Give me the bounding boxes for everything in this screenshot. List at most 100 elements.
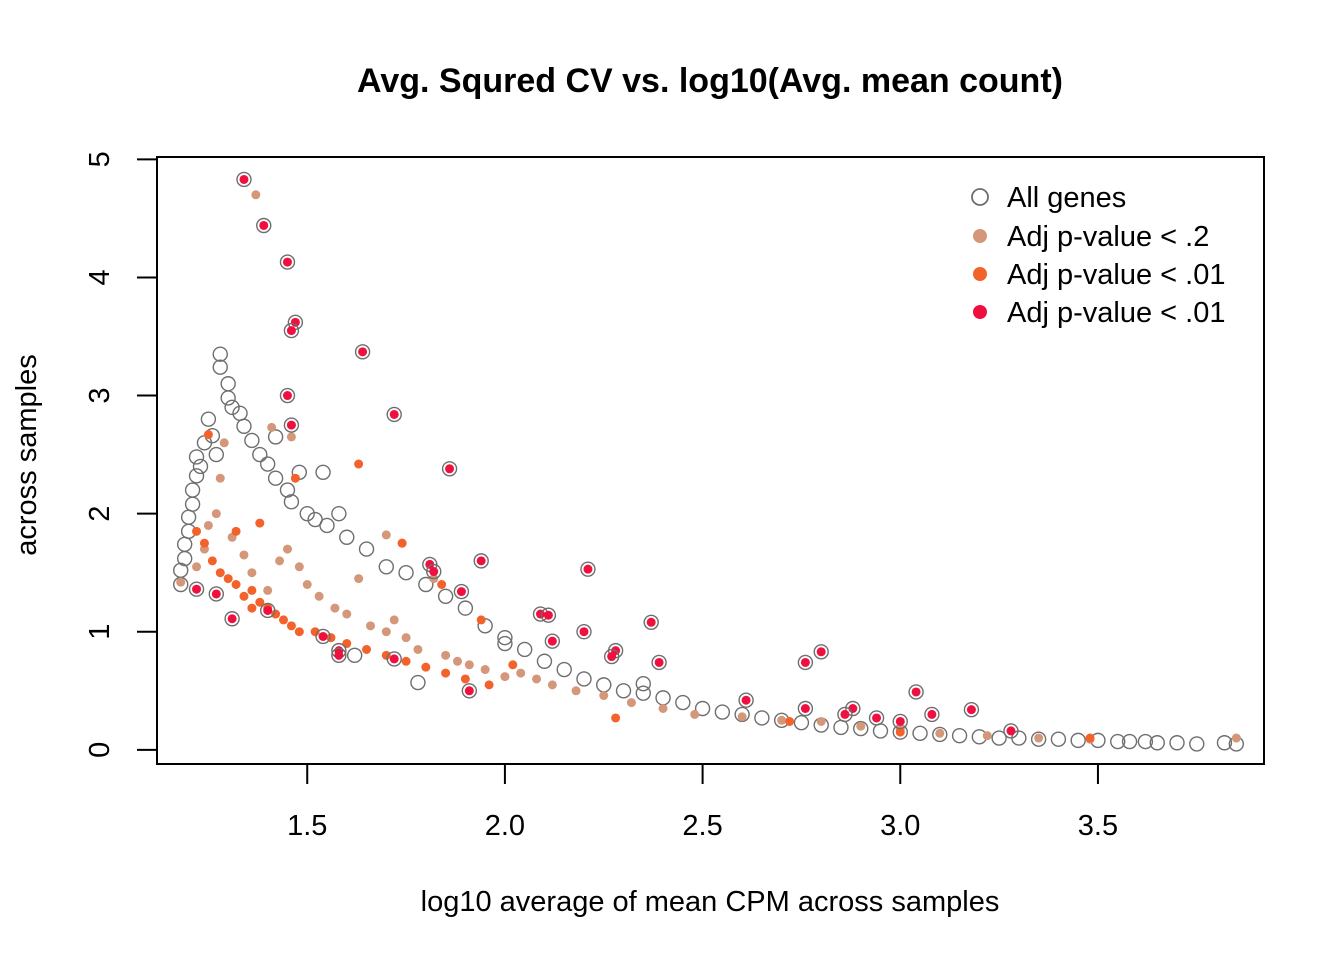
point-all-genes bbox=[932, 726, 948, 743]
point-p001 bbox=[460, 674, 470, 684]
point-p001 bbox=[1085, 733, 1095, 743]
point-p001b-ring bbox=[580, 561, 596, 577]
point-p02 bbox=[314, 591, 324, 601]
point-p02 bbox=[452, 656, 462, 666]
point-p001 bbox=[286, 621, 296, 631]
y-tick-label: 2 bbox=[84, 506, 116, 522]
point-all-genes bbox=[252, 446, 268, 463]
point-all-genes bbox=[331, 505, 347, 522]
point-p02 bbox=[547, 680, 557, 690]
point-all-genes bbox=[1121, 733, 1138, 750]
legend-label-p001: Adj p-value < .01 bbox=[1007, 259, 1225, 291]
point-all-genes bbox=[1169, 735, 1185, 751]
point-p001b bbox=[286, 420, 296, 430]
point-p001b bbox=[895, 716, 905, 726]
data-points bbox=[173, 171, 1245, 752]
point-p001b-ring bbox=[453, 583, 470, 600]
point-p001 bbox=[437, 579, 447, 589]
legend-marker-p001 bbox=[973, 267, 987, 281]
point-p02 bbox=[1231, 733, 1241, 743]
point-p001b-ring bbox=[441, 461, 458, 477]
point-p001b-ring bbox=[576, 624, 592, 640]
point-all-genes bbox=[615, 683, 632, 699]
point-p001b bbox=[389, 654, 399, 664]
point-p02 bbox=[599, 691, 609, 701]
point-p02 bbox=[626, 698, 636, 708]
point-p001b-ring bbox=[283, 417, 300, 433]
point-all-genes bbox=[1050, 731, 1067, 747]
point-p001b bbox=[425, 559, 435, 569]
point-p02 bbox=[935, 728, 945, 738]
point-p02 bbox=[247, 568, 257, 578]
point-p001b-ring bbox=[315, 628, 331, 645]
point-p02 bbox=[532, 674, 542, 684]
point-all-genes bbox=[212, 359, 228, 375]
point-p001b bbox=[741, 695, 751, 705]
point-all-genes bbox=[497, 635, 513, 652]
point-all-genes bbox=[212, 346, 228, 362]
point-p001b bbox=[1006, 726, 1016, 736]
point-p001b-ring bbox=[845, 700, 861, 717]
point-p02 bbox=[263, 585, 273, 595]
point-p02 bbox=[413, 644, 423, 654]
point-p001b bbox=[259, 220, 269, 230]
point-p001b-ring bbox=[208, 586, 225, 602]
x-tick-label: 3.0 bbox=[880, 810, 920, 842]
point-all-genes bbox=[853, 720, 869, 737]
point-p001b-ring bbox=[544, 633, 561, 649]
point-p001 bbox=[381, 650, 391, 660]
point-p001 bbox=[441, 668, 451, 678]
point-all-genes bbox=[1149, 735, 1165, 751]
point-all-genes bbox=[346, 647, 363, 664]
point-p02 bbox=[441, 650, 451, 660]
point-p02 bbox=[282, 544, 292, 554]
point-all-genes bbox=[694, 700, 711, 717]
point-p001 bbox=[785, 716, 795, 726]
point-p001b bbox=[286, 326, 296, 336]
point-p02 bbox=[342, 609, 352, 619]
point-p001 bbox=[484, 680, 494, 690]
point-p02 bbox=[816, 716, 826, 726]
point-p001 bbox=[294, 627, 304, 637]
point-p001b bbox=[282, 391, 292, 401]
point-all-genes bbox=[279, 482, 296, 498]
point-p02 bbox=[239, 550, 249, 560]
point-p001b-ring bbox=[908, 684, 924, 700]
point-p001 bbox=[239, 591, 249, 601]
point-p001 bbox=[397, 538, 407, 548]
y-tick-label: 1 bbox=[84, 624, 116, 640]
point-all-genes bbox=[457, 600, 474, 616]
point-p001 bbox=[342, 639, 352, 649]
legend-label-p001b: Adj p-value < .01 bbox=[1007, 297, 1225, 329]
point-p001b-ring bbox=[260, 602, 276, 619]
point-p001b-ring bbox=[461, 683, 478, 699]
point-p02 bbox=[480, 665, 490, 675]
point-all-genes bbox=[299, 505, 315, 522]
point-p02 bbox=[777, 715, 787, 725]
point-p001b bbox=[464, 686, 474, 696]
point-p001b-ring bbox=[963, 701, 980, 718]
point-p001b bbox=[579, 627, 589, 637]
point-p001b-ring bbox=[837, 706, 853, 723]
point-p02 bbox=[464, 660, 474, 670]
point-p02 bbox=[275, 556, 285, 566]
point-p001b-ring bbox=[256, 217, 272, 234]
point-p001b bbox=[476, 556, 486, 566]
point-p001 bbox=[192, 526, 202, 536]
point-p001 bbox=[362, 644, 372, 654]
point-p001 bbox=[231, 526, 241, 536]
x-axis: 1.5 2.0 2.5 3.0 3.5 bbox=[287, 763, 1118, 842]
point-p001 bbox=[215, 568, 225, 578]
point-p02 bbox=[330, 603, 340, 613]
point-p001b-ring bbox=[386, 406, 402, 423]
point-p001 bbox=[310, 627, 320, 637]
point-p001b-ring bbox=[738, 692, 754, 708]
point-p001b-ring bbox=[797, 700, 814, 717]
point-all-genes bbox=[437, 588, 454, 605]
y-tick-label: 5 bbox=[84, 151, 116, 167]
point-all-genes bbox=[1189, 736, 1205, 752]
point-p001b-ring bbox=[540, 607, 557, 623]
point-p001 bbox=[231, 579, 241, 589]
point-p001 bbox=[207, 556, 217, 566]
